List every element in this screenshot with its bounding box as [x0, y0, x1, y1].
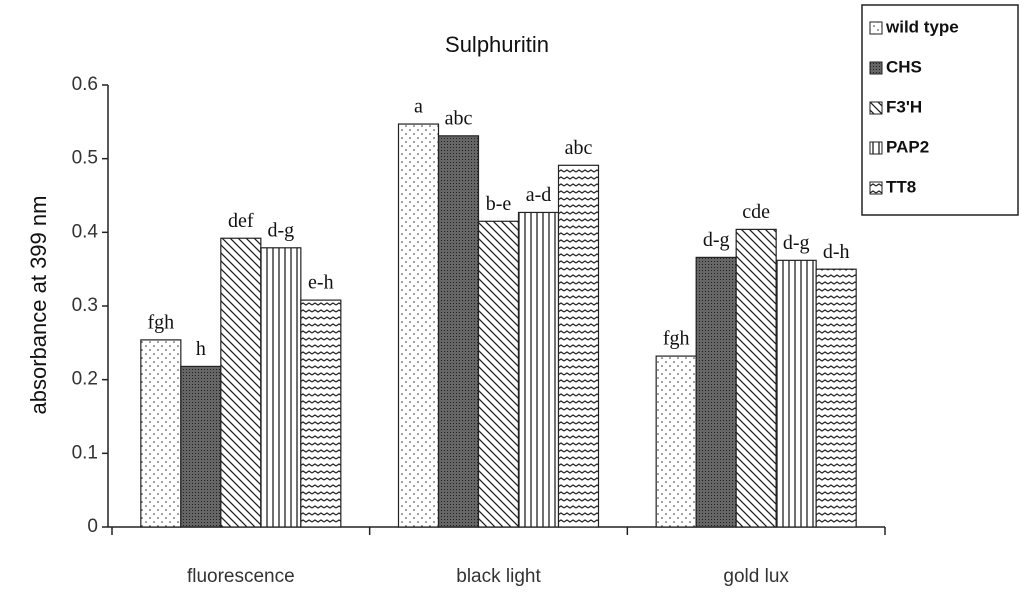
x-tick-label: black light — [456, 566, 541, 587]
x-tick-label: gold lux — [723, 566, 789, 587]
y-tick-label: 0.2 — [72, 369, 98, 390]
bar — [775, 259, 817, 528]
y-tick-label: 0.5 — [72, 148, 98, 169]
bar — [397, 123, 440, 528]
data-letter: a-d — [526, 184, 552, 206]
y-tick-label: 0.3 — [72, 295, 98, 316]
data-letter: d-g — [703, 229, 730, 251]
x-tick-label: fluorescence — [187, 566, 295, 587]
data-letter: abc — [565, 137, 593, 159]
legend-label: wild type — [885, 17, 959, 36]
y-axis-label: absorbance at 399 nm — [26, 196, 51, 415]
data-letter: cde — [742, 201, 770, 223]
data-letter: a — [414, 96, 423, 118]
y-tick-label: 0.6 — [72, 74, 98, 95]
bar — [735, 228, 777, 528]
legend-swatch — [869, 141, 883, 155]
legend-label: TT8 — [886, 177, 916, 196]
bar — [655, 355, 697, 528]
bar — [300, 299, 342, 528]
legend-swatch — [869, 181, 883, 195]
y-tick-label: 0.4 — [72, 221, 99, 242]
bar — [477, 220, 520, 528]
legend-swatch — [869, 101, 883, 115]
legend-label: PAP2 — [886, 137, 929, 156]
data-letter: def — [228, 210, 254, 232]
legend-swatch — [869, 61, 883, 75]
legend-label: F3'H — [886, 97, 922, 116]
legend-box — [861, 4, 1019, 216]
data-letter: d-g — [267, 219, 294, 241]
bar — [437, 135, 480, 528]
bar — [140, 339, 182, 528]
legend-swatch — [869, 21, 883, 35]
data-letter: b-e — [486, 193, 512, 215]
bar — [695, 256, 737, 528]
legend-label: CHS — [886, 57, 922, 76]
chart-title: Sulphuritin — [445, 32, 549, 57]
bar — [557, 164, 600, 528]
bar — [517, 211, 560, 528]
data-letter: fgh — [663, 328, 690, 350]
bar — [180, 365, 222, 528]
data-letter: e-h — [308, 272, 334, 294]
y-tick-label: 0.1 — [72, 442, 98, 463]
data-letter: h — [196, 338, 206, 360]
bar — [260, 247, 302, 528]
y-tick-label: 0 — [87, 516, 98, 537]
bar — [815, 268, 857, 528]
data-letter: d-g — [783, 232, 810, 254]
data-letter: fgh — [147, 311, 174, 333]
data-letter: d-h — [823, 241, 850, 263]
bar — [220, 237, 262, 528]
data-letter: abc — [445, 107, 473, 129]
